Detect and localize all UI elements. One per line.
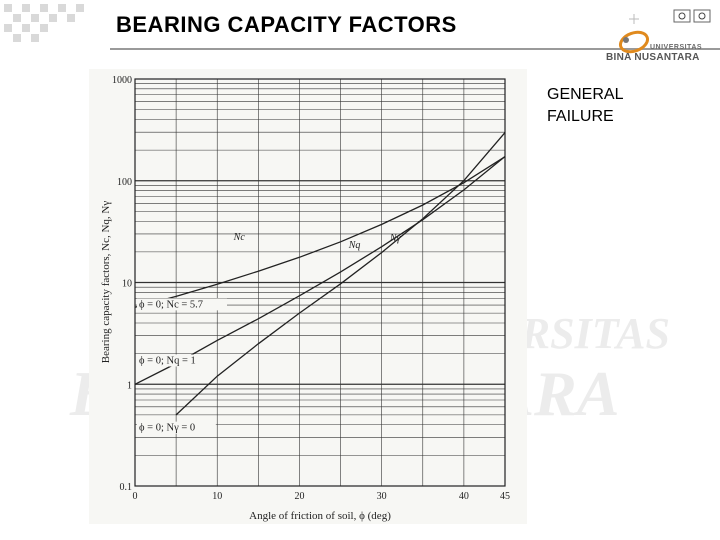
x-tick-labels: 0 10 20 30 40 45 <box>133 491 511 502</box>
series-line-nq <box>134 155 506 385</box>
logo-line-1: UNIVERSITAS <box>650 44 703 51</box>
series-label-nq: Nq <box>348 240 361 251</box>
annotation-text: ϕ = 0; Nγ = 0 <box>139 423 195 434</box>
plot-frame <box>134 78 506 487</box>
annotation-text: ϕ = 0; Nq = 1 <box>139 355 196 366</box>
series-line-ngamma <box>175 132 506 416</box>
general-failure-note: GENERAL FAILURE <box>547 84 623 128</box>
x-tick-label: 45 <box>500 491 510 502</box>
annotation-bg <box>137 421 216 434</box>
series <box>134 132 506 416</box>
title-divider <box>110 48 720 50</box>
note-line-2: FAILURE <box>547 108 614 125</box>
series-label-nc: Nc <box>233 232 246 243</box>
series-labels: Nc Nq Nγ <box>233 232 402 251</box>
annotations: ϕ = 0; Nc = 5.7 ϕ = 0; Nq = 1 ϕ = 0; Nγ = … <box>137 298 227 434</box>
slide-title: BEARING CAPACITY FACTORS <box>116 12 457 37</box>
note-line-1: GENERAL <box>547 86 624 103</box>
annotation-bg <box>137 354 216 367</box>
chart-panel: 0.1 1 10 100 1000 0 10 20 30 40 45 Nc Nq Nγ ϕ = 0; … <box>89 69 527 524</box>
y-tick-label: 1000 <box>112 75 132 86</box>
series-line-nc <box>134 156 506 308</box>
annotation-bg <box>137 298 227 311</box>
y-tick-labels: 0.1 1 10 100 1000 <box>112 75 132 493</box>
y-tick-label: 1 <box>127 380 132 391</box>
decorative-squares <box>4 4 84 42</box>
logo-line-2: BINA NUSANTARA <box>606 52 700 63</box>
x-tick-label: 10 <box>212 491 222 502</box>
x-axis-label: Angle of friction of soil, ϕ (deg) <box>249 510 391 522</box>
annotation-text: ϕ = 0; Nc = 5.7 <box>139 299 203 310</box>
university-logo-icon <box>618 9 711 54</box>
x-tick-label: 40 <box>459 491 469 502</box>
y-tick-label: 10 <box>122 279 132 290</box>
y-tick-label: 100 <box>117 177 132 188</box>
series-label-ngamma: Nγ <box>389 233 402 244</box>
x-tick-label: 0 <box>133 491 138 502</box>
x-tick-label: 30 <box>377 491 387 502</box>
y-axis-label: Bearing capacity factors, Nc, Nq, Nγ <box>100 201 112 364</box>
bearing-capacity-chart: 0.1 1 10 100 1000 0 10 20 30 40 45 Nc Nq Nγ ϕ = 0; … <box>100 75 511 522</box>
y-tick-label: 0.1 <box>120 482 133 493</box>
x-tick-label: 20 <box>294 491 304 502</box>
